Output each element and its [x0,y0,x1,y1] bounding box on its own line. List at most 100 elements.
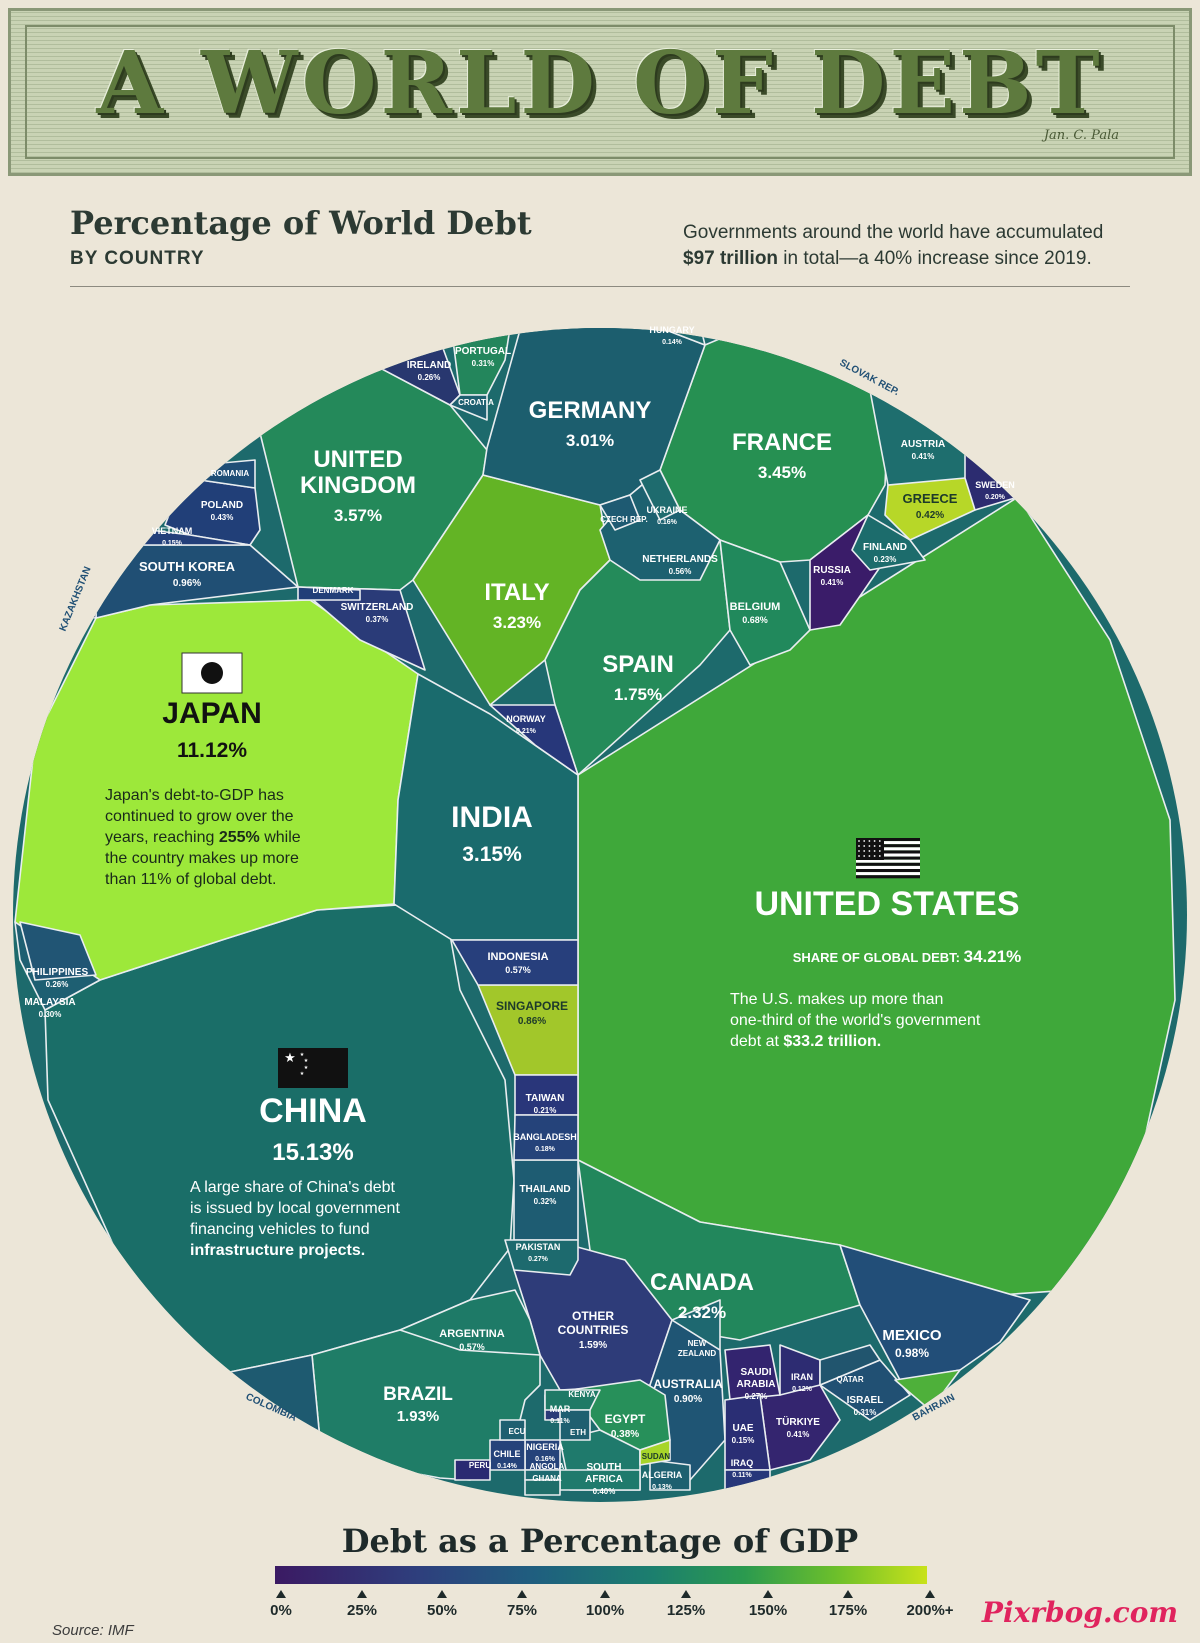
label-ecu: ECU [509,1427,526,1436]
us-flag-icon [856,838,920,879]
country-share-taiwan: 0.21% [534,1106,557,1115]
country-name-south-africa: SOUTH [587,1462,622,1473]
legend-tick: 50% [407,1590,477,1619]
rim-label-kazakhstan: KAZAKHSTAN [58,565,94,633]
country-share-belgium: 0.68% [742,615,768,625]
label-canada: CANADA 2.32% [650,1269,754,1322]
label-sudan: SUDAN [642,1452,671,1461]
label-indonesia: INDONESIA 0.57% [487,951,548,975]
country-name-bangladesh: BANGLADESH [513,1132,577,1142]
legend-tick-label: 100% [585,1602,625,1619]
country-name-nigeria: NIGERIA [526,1442,564,1452]
legend-tick: 175% [813,1590,883,1619]
cell-indonesia [451,939,579,986]
chart-title: Percentage of World Debt [70,204,532,242]
cell-czech-rep [599,494,641,531]
intro-line-2: in total—a 40% increase since 2019. [778,248,1092,269]
label-sweden: SWEDEN 0.20% [975,480,1015,501]
country-name-mexico: MEXICO [882,1327,942,1344]
country-share-mar: 0.11% [550,1418,570,1425]
country-name-egypt: EGYPT [605,1412,646,1426]
country-share-chile: 0.14% [497,1463,518,1470]
cell-ghana [524,1479,561,1496]
cell-eth [559,1409,591,1441]
cell-norway [489,704,579,776]
japan-flag-icon [181,652,243,694]
china-note-line: A large share of China's debt [190,1179,396,1196]
country-name-sweden: SWEDEN [975,480,1015,490]
country-share-israel: 0.31% [854,1408,877,1417]
label-brazil: BRAZIL 1.93% [383,1384,453,1425]
us-note-line: debt at $33.2 trillion. [730,1033,881,1050]
country-share-russia: 0.41% [821,578,844,587]
label-kenya: KENYA [568,1390,595,1399]
country-share-japan: 11.12% [177,739,247,762]
label-china: CHINA 15.13% [259,1092,367,1166]
japan-note-line: years, reaching 255% while [105,829,301,846]
country-name-poland: POLAND [201,500,243,511]
legend-tick: 200%+ [895,1590,965,1619]
label-switzerland: SWITZERLAND 0.37% [341,602,414,624]
country-share-argentina: 0.57% [459,1342,485,1352]
label-france: FRANCE 3.45% [732,429,832,482]
country-name-taiwan: TAIWAN [526,1093,565,1104]
legend-tick: 150% [733,1590,803,1619]
country-name-peru: PERU [469,1461,491,1470]
country-share-united-kingdom: 3.57% [334,506,382,525]
country-share-greece: 0.42% [916,510,944,521]
country-name-pakistan: PAKISTAN [516,1242,561,1252]
label-egypt: EGYPT 0.38% [605,1412,646,1440]
label-united-states: UNITED STATES [754,885,1019,923]
country-share-netherlands: 0.56% [669,567,692,576]
country-name-netherlands: NETHERLANDS [642,554,718,565]
cell-finland [851,514,926,571]
us-note-line: one-third of the world's government [730,1012,981,1029]
country-name-philippines: PHILIPPINES [26,967,89,978]
country-name-switzerland: SWITZERLAND [341,602,414,613]
us-note-line: The U.S. makes up more than [730,991,943,1008]
country-name-greece: GREECE [903,491,958,506]
label-poland: POLAND 0.43% [201,500,243,522]
triangle-marker-icon [843,1590,853,1598]
header-divider [70,286,1130,287]
cell-new-zealand [671,1299,721,1351]
label-chile: CHILE 0.14% [494,1449,521,1470]
country-name-australia: AUSTRALIA [653,1377,723,1391]
country-share-south-africa: 0.40% [593,1487,616,1496]
country-share-china: 15.13% [272,1139,353,1166]
label-ukraine: UKRAINE 0.16% [646,505,687,526]
label-south-korea: SOUTH KOREA 0.96% [139,559,236,589]
label-spain: SPAIN 1.75% [602,651,674,704]
country-name-denmark: DENMARK [313,586,354,595]
country-share-pakistan: 0.27% [528,1256,549,1263]
label-mar: MAR 0.11% [550,1404,571,1425]
country-name-hungary: HUNGARY [649,325,694,335]
label-mexico: MEXICO 0.98% [882,1327,942,1360]
cell-philippines [19,921,97,981]
legend-color-bar [275,1566,927,1584]
china-flag-icon: ★ ★★★★ [278,1048,348,1088]
cell-belgium [719,539,811,666]
country-name-qatar: QATAR [836,1375,863,1384]
country-share-finland: 0.23% [874,555,897,564]
country-name-brazil: BRAZIL [383,1384,453,1405]
country-name-uae: UAE [732,1423,753,1434]
country-name-germany: GERMANY [529,397,652,424]
legend-tick: 0% [246,1590,316,1619]
cell-ecu [499,1419,526,1441]
svg-text:★: ★ [304,1058,309,1064]
label-india: INDIA 3.15% [451,801,533,866]
label-germany: GERMANY 3.01% [529,397,652,450]
country-name-iran: IRAN [791,1372,813,1382]
cell-qatar [819,1344,881,1386]
label-netherlands: NETHERLANDS 0.56% [642,554,718,576]
intro-bold: $97 trillion [683,248,779,269]
country-name-argentina: ARGENTINA [439,1328,504,1340]
country-name-other-countries: COUNTRIES [558,1323,629,1337]
label-pakistan: PAKISTAN 0.27% [516,1242,561,1263]
cell-pakistan [504,1239,579,1276]
